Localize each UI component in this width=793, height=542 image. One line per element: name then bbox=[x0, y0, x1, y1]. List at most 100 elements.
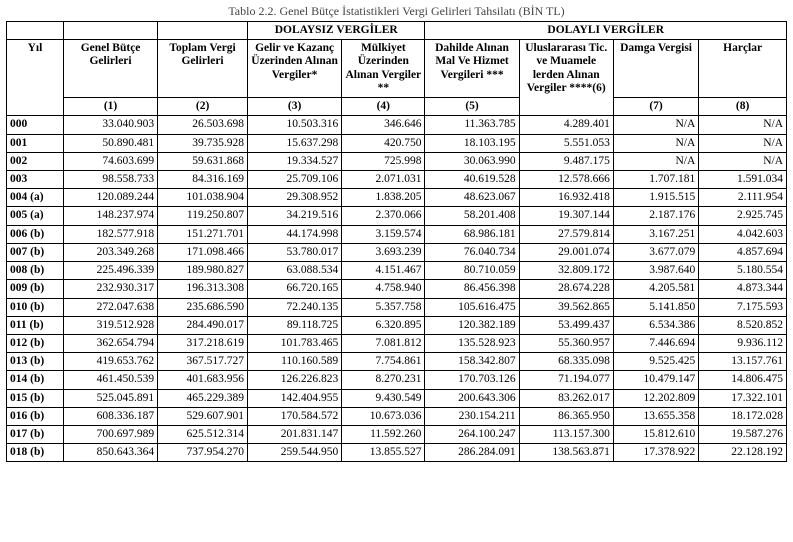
value-cell: 138.563.871 bbox=[519, 444, 613, 462]
col-header-8: Harçlar bbox=[699, 40, 787, 98]
col-header-4: Mülkiyet Üzerinden Alınan Vergiler ** bbox=[342, 40, 425, 98]
year-cell: 008 (b) bbox=[7, 262, 64, 280]
table-row: 017 (b)700.697.989625.512.314201.831.147… bbox=[7, 426, 787, 444]
value-cell: 189.980.827 bbox=[158, 262, 248, 280]
value-cell: 13.855.527 bbox=[342, 444, 425, 462]
value-cell: 110.160.589 bbox=[247, 353, 341, 371]
value-cell: 286.284.091 bbox=[425, 444, 519, 462]
col-header-3: Gelir ve Kazanç Üzerinden Alınan Vergile… bbox=[247, 40, 341, 98]
value-cell: 39.562.865 bbox=[519, 298, 613, 316]
value-cell: 126.226.823 bbox=[247, 371, 341, 389]
value-cell: 3.159.574 bbox=[342, 225, 425, 243]
value-cell: 58.201.408 bbox=[425, 207, 519, 225]
value-cell: 170.584.572 bbox=[247, 407, 341, 425]
value-cell: 27.579.814 bbox=[519, 225, 613, 243]
value-cell: 68.335.098 bbox=[519, 353, 613, 371]
value-cell: 525.045.891 bbox=[63, 389, 157, 407]
value-cell: 235.686.590 bbox=[158, 298, 248, 316]
value-cell: 151.271.701 bbox=[158, 225, 248, 243]
year-cell: 013 (b) bbox=[7, 353, 64, 371]
value-cell: 11.592.260 bbox=[342, 426, 425, 444]
value-cell: N/A bbox=[613, 152, 698, 170]
value-cell: 119.250.807 bbox=[158, 207, 248, 225]
value-cell: 203.349.268 bbox=[63, 243, 157, 261]
value-cell: N/A bbox=[699, 134, 787, 152]
value-cell: 29.001.074 bbox=[519, 243, 613, 261]
value-cell: 2.187.176 bbox=[613, 207, 698, 225]
value-cell: 120.382.189 bbox=[425, 316, 519, 334]
value-cell: 171.098.466 bbox=[158, 243, 248, 261]
value-cell: 2.370.066 bbox=[342, 207, 425, 225]
value-cell: 319.512.928 bbox=[63, 316, 157, 334]
value-cell: 10.503.316 bbox=[247, 116, 341, 134]
header-empty-3 bbox=[158, 22, 248, 40]
value-cell: 8.270.231 bbox=[342, 371, 425, 389]
value-cell: 15.637.298 bbox=[247, 134, 341, 152]
col-num-5: (5) bbox=[425, 98, 519, 116]
value-cell: 4.205.581 bbox=[613, 280, 698, 298]
value-cell: 1.915.515 bbox=[613, 189, 698, 207]
value-cell: 158.342.807 bbox=[425, 353, 519, 371]
col-header-2: Toplam Vergi Gelirleri bbox=[158, 40, 248, 98]
value-cell: 59.631.868 bbox=[158, 152, 248, 170]
value-cell: 201.831.147 bbox=[247, 426, 341, 444]
value-cell: 200.643.306 bbox=[425, 389, 519, 407]
col-header-1: Genel Bütçe Gelirleri bbox=[63, 40, 157, 98]
value-cell: 7.754.861 bbox=[342, 353, 425, 371]
value-cell: 2.925.745 bbox=[699, 207, 787, 225]
value-cell: 63.088.534 bbox=[247, 262, 341, 280]
value-cell: 28.674.228 bbox=[519, 280, 613, 298]
value-cell: 4.857.694 bbox=[699, 243, 787, 261]
value-cell: 12.202.809 bbox=[613, 389, 698, 407]
value-cell: 259.544.950 bbox=[247, 444, 341, 462]
value-cell: 66.720.165 bbox=[247, 280, 341, 298]
value-cell: N/A bbox=[613, 116, 698, 134]
value-cell: 317.218.619 bbox=[158, 334, 248, 352]
table-row: 00033.040.90326.503.69810.503.316346.646… bbox=[7, 116, 787, 134]
value-cell: 86.365.950 bbox=[519, 407, 613, 425]
value-cell: 1.591.034 bbox=[699, 170, 787, 188]
col-header-7: Damga Vergisi bbox=[613, 40, 698, 98]
value-cell: 53.499.437 bbox=[519, 316, 613, 334]
header-row-labels: Yıl Genel Bütçe Gelirleri Toplam Vergi G… bbox=[7, 40, 787, 98]
table-row: 00150.890.48139.735.92815.637.298420.750… bbox=[7, 134, 787, 152]
table-row: 015 (b)525.045.891465.229.389142.404.955… bbox=[7, 389, 787, 407]
value-cell: 19.334.527 bbox=[247, 152, 341, 170]
value-cell: 11.363.785 bbox=[425, 116, 519, 134]
value-cell: 53.780.017 bbox=[247, 243, 341, 261]
year-cell: 016 (b) bbox=[7, 407, 64, 425]
value-cell: 29.308.952 bbox=[247, 189, 341, 207]
year-cell: 007 (b) bbox=[7, 243, 64, 261]
value-cell: 135.528.923 bbox=[425, 334, 519, 352]
value-cell: 7.175.593 bbox=[699, 298, 787, 316]
table-row: 008 (b)225.496.339189.980.82763.088.5344… bbox=[7, 262, 787, 280]
col-num-7: (7) bbox=[613, 98, 698, 116]
year-cell: 012 (b) bbox=[7, 334, 64, 352]
col-num-8: (8) bbox=[699, 98, 787, 116]
value-cell: 725.998 bbox=[342, 152, 425, 170]
value-cell: 1.838.205 bbox=[342, 189, 425, 207]
value-cell: 737.954.270 bbox=[158, 444, 248, 462]
table-row: 006 (b)182.577.918151.271.70144.174.9983… bbox=[7, 225, 787, 243]
value-cell: 22.128.192 bbox=[699, 444, 787, 462]
year-cell: 017 (b) bbox=[7, 426, 64, 444]
value-cell: 14.806.475 bbox=[699, 371, 787, 389]
value-cell: 367.517.727 bbox=[158, 353, 248, 371]
header-empty-1 bbox=[7, 22, 64, 40]
value-cell: 8.520.852 bbox=[699, 316, 787, 334]
table-caption: Tablo 2.2. Genel Bütçe İstatistikleri Ve… bbox=[6, 4, 787, 19]
value-cell: 9.487.175 bbox=[519, 152, 613, 170]
year-cell: 011 (b) bbox=[7, 316, 64, 334]
value-cell: 101.038.904 bbox=[158, 189, 248, 207]
value-cell: 40.619.528 bbox=[425, 170, 519, 188]
value-cell: 401.683.956 bbox=[158, 371, 248, 389]
value-cell: 15.812.610 bbox=[613, 426, 698, 444]
col-header-6: Uluslararası Tic. ve Muamele lerden Alın… bbox=[519, 40, 613, 116]
value-cell: 420.750 bbox=[342, 134, 425, 152]
year-cell: 000 bbox=[7, 116, 64, 134]
value-cell: 89.118.725 bbox=[247, 316, 341, 334]
value-cell: 3.693.239 bbox=[342, 243, 425, 261]
year-cell: 003 bbox=[7, 170, 64, 188]
value-cell: 86.456.398 bbox=[425, 280, 519, 298]
value-cell: 148.237.974 bbox=[63, 207, 157, 225]
